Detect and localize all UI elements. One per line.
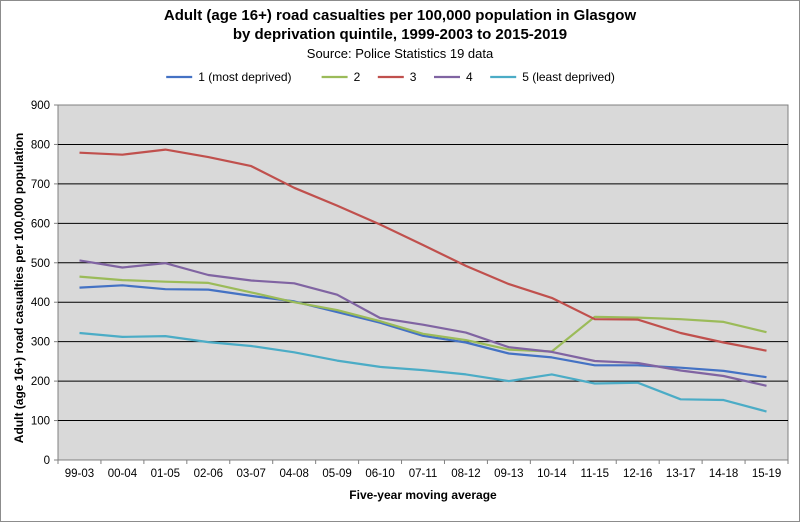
legend-label-5: 5 (least deprived) [522, 70, 615, 84]
x-tick-label: 01-05 [151, 468, 180, 480]
gridlines [58, 143, 788, 422]
x-tick-label: 06-10 [365, 468, 394, 480]
chart-title-line-1: Adult (age 16+) road casualties per 100,… [163, 7, 637, 24]
y-tick-label: 800 [31, 139, 50, 151]
chart-title-line-2: by deprivation quintile, 1999-2003 to 20… [232, 26, 568, 43]
y-tick-label: 200 [31, 376, 50, 388]
x-tick-label: 15-19 [752, 468, 781, 480]
y-tick-label: 400 [31, 297, 50, 309]
series-line-5 [79, 331, 767, 413]
x-tick-label: 11-15 [580, 468, 609, 480]
legend-label-3: 3 [410, 70, 417, 84]
y-tick-label: 600 [31, 218, 50, 230]
legend: 1 (most deprived) 2 3 4 5 (least deprived) [166, 70, 615, 84]
y-tick-label: 900 [31, 100, 50, 112]
y-tick-label: 100 [31, 416, 50, 428]
x-tick-label: 99-03 [65, 468, 94, 480]
x-tick-label: 04-08 [279, 468, 308, 480]
x-tick-label: 14-18 [709, 468, 738, 480]
series-line-4 [79, 259, 767, 387]
x-tick-label: 00-04 [108, 468, 138, 480]
x-tick-label: 05-09 [322, 468, 351, 480]
legend-label-4: 4 [466, 70, 473, 84]
legend-label-2: 2 [354, 70, 361, 84]
x-tick-label: 13-17 [666, 468, 695, 480]
y-tick-label: 0 [44, 455, 50, 467]
axes: 0 100 200 300 400 500 600 700 800 900 99-03 00-04 01… [31, 100, 789, 480]
x-tick-label: 08-12 [451, 468, 480, 480]
y-tick-label: 500 [31, 258, 50, 270]
series-lines [79, 148, 767, 413]
y-tick-label: 700 [31, 179, 50, 191]
x-tick-label: 03-07 [237, 468, 266, 480]
x-tick-label: 12-16 [623, 468, 652, 480]
x-tick-label: 02-06 [194, 468, 223, 480]
y-axis-title: Adult (age 16+) road casualties per 100,… [12, 133, 26, 443]
chart-subtitle: Source: Police Statistics 19 data [306, 46, 494, 61]
chart-title-block: Adult (age 16+) road casualties per 100,… [0, 6, 800, 62]
series-line-2 [79, 275, 767, 353]
x-axis-title: Five-year moving average [349, 488, 497, 502]
x-tick-label: 07-11 [409, 468, 438, 480]
series-line-3 [79, 148, 767, 352]
legend-label-1: 1 (most deprived) [198, 70, 291, 84]
y-tick-label: 300 [31, 337, 50, 349]
x-tick-label: 09-13 [494, 468, 523, 480]
x-tick-label: 10-14 [537, 468, 567, 480]
